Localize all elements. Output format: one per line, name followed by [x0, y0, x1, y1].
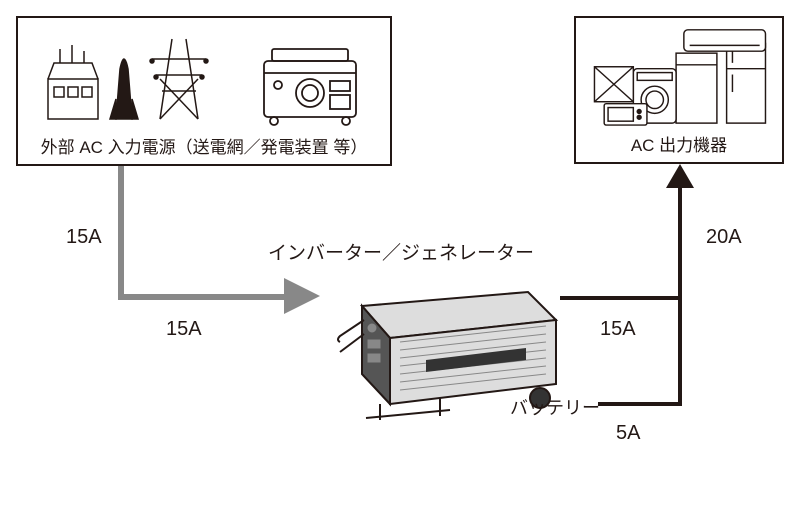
flow-center-vlabel: 20A	[706, 226, 742, 249]
appliances-icon	[584, 24, 774, 127]
flow-battery-up	[678, 296, 682, 406]
flow-input-right	[118, 294, 288, 300]
flow-battery-right	[598, 402, 682, 406]
power-sources-icon	[34, 29, 374, 129]
external-ac-input-box: 外部 AC 入力電源（送電網／発電装置 等）	[16, 16, 392, 166]
flow-center-right	[560, 296, 682, 300]
flow-input-arrowhead	[284, 278, 320, 314]
flow-input-down	[118, 166, 124, 300]
flow-output-arrowhead	[666, 164, 694, 188]
ac-output-label: AC 出力機器	[631, 131, 727, 156]
battery-label: バッテリー	[510, 394, 600, 420]
ac-output-box: AC 出力機器	[574, 16, 784, 164]
flow-center-up	[678, 186, 682, 300]
flow-battery-hlabel: 5A	[616, 422, 640, 445]
flow-input-hlabel: 15A	[166, 318, 202, 341]
flow-input-vlabel: 15A	[66, 226, 102, 249]
flow-center-hlabel: 15A	[600, 318, 636, 341]
external-ac-input-label: 外部 AC 入力電源（送電網／発電装置 等）	[41, 133, 368, 158]
inverter-generator-title: インバーター／ジェネレーター	[268, 238, 534, 265]
